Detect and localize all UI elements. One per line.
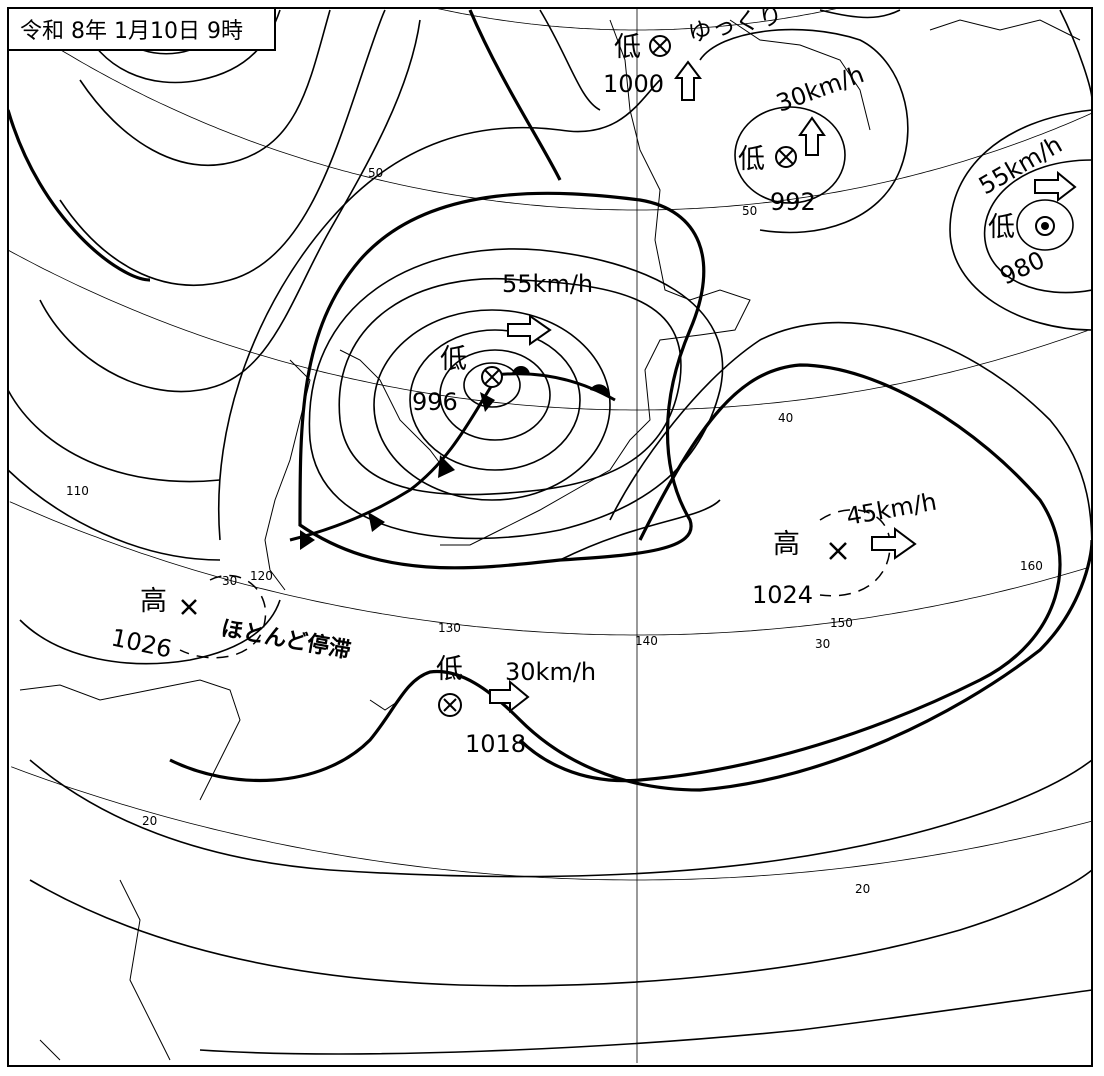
coastlines [19, 19, 1081, 1061]
arrow-right-icon [489, 679, 530, 714]
latitude-label: 30 [815, 637, 830, 651]
isobars [8, 9, 1092, 1055]
pressure-label: 996 [412, 388, 458, 416]
latitude-label: 20 [855, 882, 870, 896]
low-center-icon [649, 35, 671, 57]
arrow-up-icon [674, 60, 702, 101]
warm-front-symbol [590, 384, 610, 395]
motion-label: 30km/h [772, 60, 867, 117]
longitude-label: 150 [830, 616, 853, 630]
longitude-label: 110 [66, 484, 89, 498]
title-box [7, 7, 276, 51]
low-label: 低 [988, 212, 1015, 243]
latitude-line [11, 766, 1092, 881]
low-label: 低 [440, 344, 467, 375]
low-center-icon [1035, 216, 1055, 236]
pressure-label: 1024 [752, 581, 813, 609]
lat-lon-grid [8, 8, 1092, 1063]
high-label: 高 [140, 586, 167, 617]
longitude-label: 130 [438, 621, 461, 635]
motion-label: 45km/h [844, 488, 939, 531]
cold-front-symbol [480, 392, 495, 412]
pressure-label: 992 [770, 188, 816, 216]
low-center-icon [775, 146, 797, 168]
cold-front-symbol [438, 455, 455, 478]
grid-labels: 50 50 40 30 30 20 20 110 120 130 140 150… [66, 166, 1043, 896]
low-label: 低 [436, 654, 463, 685]
latitude-label: 20 [142, 814, 157, 828]
arrow-right-icon [871, 527, 917, 560]
map-title: 令和 8年 1月10日 9時 [20, 19, 243, 44]
cold-front-symbol [368, 512, 385, 532]
latitude-label: 40 [778, 411, 793, 425]
arrow-right-icon [507, 314, 552, 346]
motion-label: 55km/h [502, 270, 593, 298]
longitude-label: 120 [250, 569, 273, 583]
low-center-symbols [181, 35, 1055, 717]
latitude-label: 30 [222, 574, 237, 588]
longitude-label: 140 [635, 634, 658, 648]
latitude-line [8, 250, 1088, 411]
warm-front [494, 372, 616, 402]
motion-label: 30km/h [505, 658, 596, 686]
warm-front-symbol [512, 366, 530, 375]
pressure-label: 1026 [109, 623, 175, 663]
high-center-icon [181, 599, 197, 615]
system-labels: 低 1000 ゆっくり 低 992 30km/h 低 980 55km/h 低 … [109, 8, 1067, 758]
arrow-right-icon [1034, 170, 1077, 203]
latitude-label: 50 [742, 204, 757, 218]
cold-front [289, 384, 494, 542]
low-label: 低 [738, 144, 765, 175]
high-center-icon [829, 542, 847, 560]
map-frame [7, 7, 1093, 1067]
longitude-label: 160 [1020, 559, 1043, 573]
latitude-line [8, 15, 1092, 211]
pressure-label: 1000 [603, 70, 664, 98]
latitude-label: 50 [368, 166, 383, 180]
cold-front-symbol [300, 530, 315, 550]
arrow-up-icon [798, 116, 826, 156]
motion-label: ほとんど停滞 [219, 615, 353, 663]
fronts [289, 366, 616, 550]
low-center-icon [438, 693, 462, 717]
latitude-line [9, 501, 1088, 636]
low-center-icon [481, 366, 503, 388]
high-label: 高 [773, 529, 800, 560]
pressure-label: 1018 [465, 730, 526, 758]
low-label: 低 [614, 32, 641, 63]
